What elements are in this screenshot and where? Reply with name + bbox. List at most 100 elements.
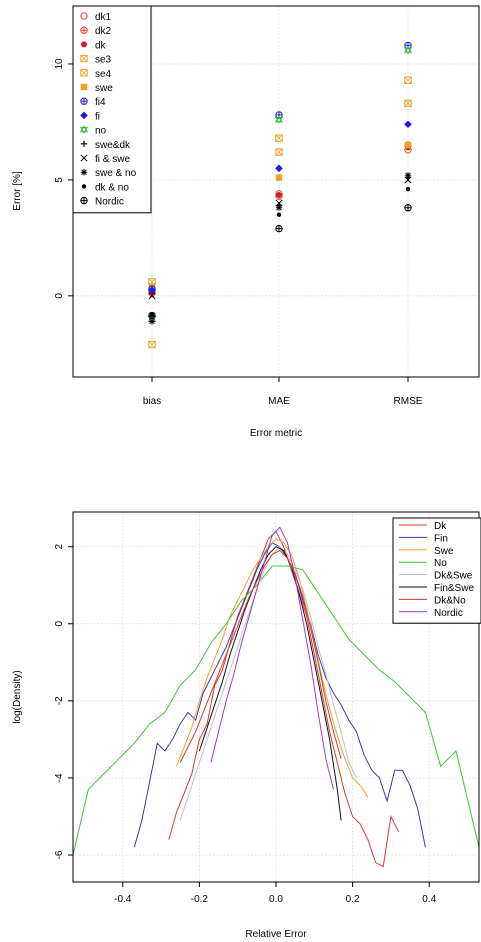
legend-label: no <box>95 126 107 137</box>
legend-item-no: no <box>79 125 107 137</box>
point-se4-bias <box>148 340 156 349</box>
line-dk-no <box>179 549 342 763</box>
line-dk <box>168 530 400 868</box>
chart2-x-tick-label: 0.4 <box>422 894 436 905</box>
chart2-x-tick-label: -0.2 <box>191 894 209 905</box>
legend-label: fi4 <box>95 97 106 108</box>
legend-item-no: No <box>399 558 447 569</box>
line-nordic <box>210 526 334 790</box>
legend-item-dk1: dk1 <box>80 12 112 23</box>
chart2-x-tick-label: 0.0 <box>269 894 283 905</box>
chart1-x-axis: bias MAE RMSE <box>143 377 423 407</box>
point-no-mae <box>274 115 284 124</box>
chart2-x-axis-label: Relative Error <box>245 929 307 940</box>
point-se3-mae <box>275 134 283 142</box>
legend-label: swe&dk <box>95 140 131 151</box>
point-dk-no-rmse <box>405 186 411 192</box>
chart2-x-tick-label: 0.2 <box>346 894 360 905</box>
chart1-legend: dk1 dk2 dk se3 se4 swe fi4 fi no swe&dk fi & swe sw… <box>72 5 152 214</box>
legend-item-fin: Fin <box>399 533 448 544</box>
point-fi-bias <box>148 286 156 294</box>
legend-item-dk2: dk2 <box>80 26 112 37</box>
point-nordic-rmse <box>404 204 412 212</box>
chart2-legend-box <box>392 517 481 624</box>
point-swe-no-rmse <box>404 172 412 179</box>
legend-label: Dk&Swe <box>434 571 473 582</box>
legend-label: Fin&Swe <box>434 583 474 594</box>
line-dk-swe <box>179 545 357 821</box>
legend-item-se4: se4 <box>80 69 112 80</box>
point-swe-no-bias <box>148 318 156 325</box>
chart2-y-tick-label: 0 <box>54 621 65 627</box>
point-fi-swe-bias <box>148 292 156 300</box>
legend-label: se4 <box>95 69 112 80</box>
line-swe <box>175 538 369 798</box>
point-se4-rmse <box>404 99 412 108</box>
chart1-x-tick-label: RMSE <box>394 396 423 407</box>
point-nordic-mae <box>275 224 283 233</box>
legend-item-dk-no: dk & no <box>81 182 129 193</box>
chart1-x-tick-label: MAE <box>268 396 290 407</box>
chart2-x-tick-label: -0.4 <box>114 894 132 905</box>
chart2-y-tick-label: 2 <box>54 543 65 549</box>
legend-label: fi <box>95 111 100 122</box>
point-dk-mae <box>276 191 282 198</box>
legend-item-swe-dk: swe&dk <box>80 140 131 151</box>
chart2-y-axis: -6 -4 -2 0 2 <box>54 543 73 859</box>
legend-label: Dk&No <box>434 595 466 606</box>
legend-item-fi4: fi4 <box>80 97 106 108</box>
legend-label: fi & swe <box>95 154 130 165</box>
chart1-y-tick-label: 0 <box>54 293 65 299</box>
chart1-y-tick-label: 5 <box>54 177 65 183</box>
legend-label: swe <box>95 83 113 94</box>
chart2-x-axis: -0.4 -0.2 0.0 0.2 0.4 <box>114 882 437 905</box>
line-fin <box>133 542 426 848</box>
chart1-points <box>147 41 413 349</box>
legend-label: Nordic <box>434 608 463 619</box>
point-fi-rmse <box>404 120 412 129</box>
line-no <box>73 565 479 856</box>
legend-item-dk: Dk <box>399 521 447 532</box>
point-swe-mae <box>275 174 283 181</box>
legend-label: dk <box>95 40 107 51</box>
chart2-y-tick-label: -4 <box>54 773 65 782</box>
chart2-y-axis-label: log(Density) <box>12 670 23 723</box>
error-metric-chart: 0 5 10 bias MAE RMSE dk1 dk2 dk se3 se4 swe fi4 fi n… <box>12 5 480 439</box>
point-se4-mae <box>275 148 283 156</box>
legend-item-dk: dk <box>81 40 107 51</box>
legend-label: se3 <box>95 55 112 66</box>
chart1-y-axis: 0 5 10 <box>54 58 73 299</box>
point-nordic-bias <box>148 311 156 320</box>
legend-item-fi: fi <box>80 111 100 122</box>
point-swe-no-mae <box>275 204 283 211</box>
point-no-rmse <box>403 45 413 55</box>
legend-item-fi-swe: fi & swe <box>80 154 130 165</box>
legend-label: Dk <box>434 521 447 532</box>
legend-label: dk & no <box>95 182 129 193</box>
chart2-y-tick-label: -2 <box>54 696 65 705</box>
legend-item-nordic: Nordic <box>399 608 463 619</box>
chart1-y-axis-label: Error [%] <box>12 171 23 211</box>
legend-label: No <box>434 558 447 569</box>
legend-label: Nordic <box>95 197 124 208</box>
point-fi-mae <box>275 164 283 173</box>
legend-item-swe: swe <box>80 83 113 94</box>
legend-item-se3: se3 <box>80 55 112 66</box>
legend-item-dk-swe: Dk&Swe <box>399 571 473 582</box>
line-fin-swe <box>198 546 342 821</box>
legend-item-fin-swe: Fin&Swe <box>399 583 474 594</box>
legend-item-nordic: Nordic <box>80 197 124 208</box>
legend-item-swe-no: swe & no <box>80 168 137 179</box>
legend-label: Fin <box>434 533 448 544</box>
point-dk-no-mae <box>276 212 282 217</box>
legend-label: dk2 <box>95 26 112 37</box>
chart1-x-axis-label: Error metric <box>250 428 302 439</box>
point-swe-rmse <box>404 141 412 149</box>
chart1-x-tick-label: bias <box>143 396 161 407</box>
legend-label: swe & no <box>95 168 137 179</box>
chart1-y-tick-label: 10 <box>54 58 65 70</box>
legend-item-dk-no: Dk&No <box>399 595 466 606</box>
